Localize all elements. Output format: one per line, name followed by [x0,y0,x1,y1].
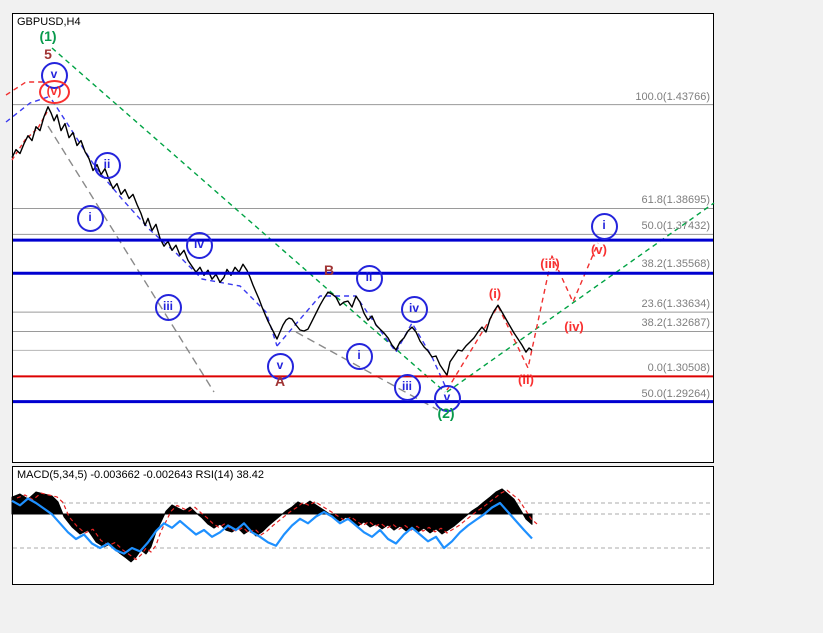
wave-label: (v) [38,80,70,104]
time-axis[interactable]: 10 Apr 20189 May 08:007 Jun 16:009 Jul 0… [0,584,823,614]
fib-level-label: 23.6(1.33634) [641,298,711,311]
indicator-values-label: MACD(5,34,5) -0.003662 -0.002643 RSI(14)… [17,469,265,481]
wave-label: (ii) [518,372,534,387]
fib-level-label: 50.0(1.37432) [641,220,711,233]
price-axis[interactable]: 1.475601.456301.437001.417701.398401.379… [714,0,823,633]
wave-label: i [76,204,104,232]
wave-label: iv [185,231,213,259]
fib-level-label: 50.0(1.29264) [641,387,711,400]
wave-label: (iv) [564,319,584,334]
fib-level-label: 0.0(1.30508) [647,362,710,375]
wave-label: B [323,262,335,278]
wave-label: (v) [591,242,607,257]
wave-label: (1) [39,28,57,44]
fib-level-label: 38.2(1.35568) [641,258,711,271]
wave-label: iv [400,295,428,323]
wave-label: ii [93,151,121,179]
wave-label: i [590,212,618,240]
wave-label: i [345,342,373,370]
wave-label: ii [355,264,383,292]
wave-label: 5 [44,46,52,62]
fib-level-label: 61.8(1.38695) [641,194,711,207]
wave-label: iii [393,373,421,401]
wave-label: (i) [488,286,502,301]
wave-label: (iii) [540,256,560,271]
wave-label: A [274,373,286,389]
wave-label: (2) [437,405,455,421]
fib-level-label: 100.0(1.43766) [635,90,710,103]
indicator-panel[interactable] [12,466,714,585]
wave-label: iii [154,293,182,321]
symbol-timeframe-label: GBPUSD,H4 [17,16,81,28]
